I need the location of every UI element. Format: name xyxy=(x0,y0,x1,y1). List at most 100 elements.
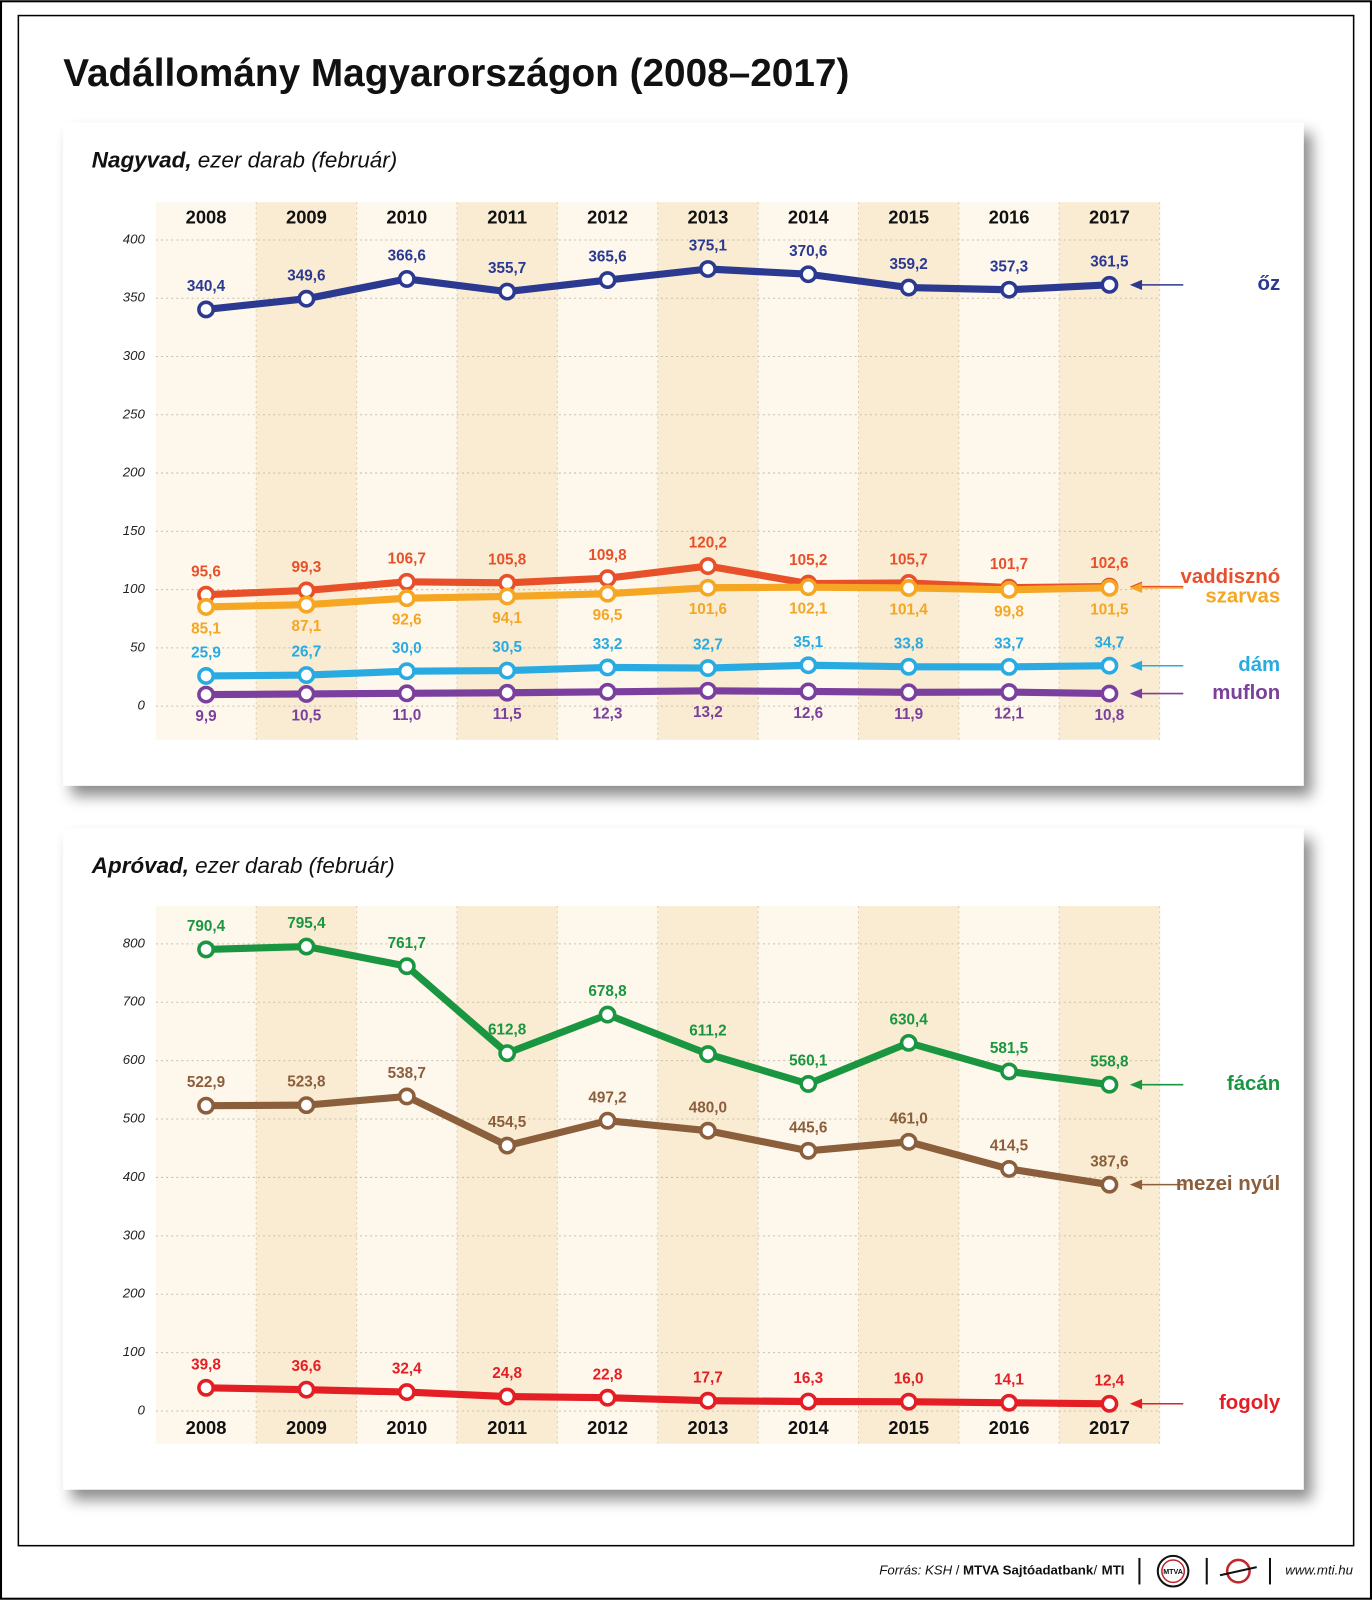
y-tick-label: 200 xyxy=(122,465,146,480)
column-band xyxy=(155,202,257,740)
point xyxy=(899,657,918,676)
value-label: 349,6 xyxy=(287,267,325,284)
value-label: 11,9 xyxy=(894,706,923,723)
legend-label: szarvas xyxy=(1205,585,1280,607)
value-label: 761,7 xyxy=(388,935,426,952)
point xyxy=(799,1392,818,1411)
point xyxy=(799,656,818,675)
point xyxy=(397,684,416,703)
point xyxy=(297,289,316,308)
point xyxy=(899,1392,918,1411)
column-band xyxy=(758,906,859,1444)
point xyxy=(1000,1393,1018,1412)
series-line xyxy=(205,942,1110,1089)
point xyxy=(598,682,617,701)
column-band xyxy=(155,906,257,1444)
value-label: 101,5 xyxy=(1090,601,1129,618)
point xyxy=(799,682,818,701)
chart-title: Nagyvad, xyxy=(92,147,192,172)
publisher: MTVA Sajtóadatbank xyxy=(963,1563,1094,1578)
legend-label: fogoly xyxy=(1219,1392,1281,1414)
y-tick-label: 350 xyxy=(123,290,146,305)
value-label: 25,9 xyxy=(191,645,221,662)
value-label: 99,8 xyxy=(994,603,1024,620)
point xyxy=(899,278,918,297)
value-label: 11,5 xyxy=(493,706,522,723)
legend-arrowhead xyxy=(1129,582,1143,593)
point xyxy=(297,1096,316,1115)
point xyxy=(397,1087,416,1106)
point xyxy=(1100,1394,1119,1413)
point xyxy=(799,265,818,284)
legend-arrowhead xyxy=(1129,1079,1143,1090)
point xyxy=(197,598,215,616)
point xyxy=(397,572,416,591)
value-label: 581,5 xyxy=(990,1040,1029,1057)
point xyxy=(899,683,918,702)
x-tick-label: 2011 xyxy=(487,206,527,227)
column-band xyxy=(356,202,457,740)
value-label: 105,2 xyxy=(789,552,827,569)
point xyxy=(498,661,517,680)
value-label: 560,1 xyxy=(789,1053,828,1070)
source: Forrás: KSH xyxy=(879,1563,952,1578)
value-label: 538,7 xyxy=(388,1065,426,1082)
value-label: 32,4 xyxy=(392,1361,422,1378)
point xyxy=(1100,275,1119,294)
value-label: 30,0 xyxy=(392,640,422,657)
point xyxy=(498,587,517,606)
point xyxy=(699,260,717,278)
point xyxy=(598,1388,617,1407)
value-label: 630,4 xyxy=(890,1011,929,1028)
point xyxy=(297,666,316,684)
value-label: 795,4 xyxy=(287,915,326,932)
value-label: 11,0 xyxy=(392,707,421,724)
x-tick-label: 2017 xyxy=(1089,1417,1130,1438)
value-label: 109,8 xyxy=(588,547,627,564)
y-tick-label: 500 xyxy=(123,1111,146,1126)
value-label: 611,2 xyxy=(689,1023,726,1040)
point xyxy=(1000,280,1018,299)
x-tick-label: 2009 xyxy=(286,1417,327,1438)
y-tick-label: 400 xyxy=(123,231,146,246)
point xyxy=(799,1141,818,1160)
y-tick-label: 700 xyxy=(123,994,146,1009)
point xyxy=(197,1096,215,1115)
value-label: 612,8 xyxy=(488,1022,527,1039)
point xyxy=(1100,656,1119,675)
column-band xyxy=(657,906,759,1444)
logo xyxy=(1161,1559,1186,1584)
value-label: 480,0 xyxy=(689,1099,727,1116)
point xyxy=(699,1045,717,1064)
x-tick-label: 2015 xyxy=(888,1417,929,1438)
value-label: 96,5 xyxy=(593,607,623,624)
point xyxy=(498,683,517,702)
point xyxy=(1100,1075,1119,1094)
value-label: 445,6 xyxy=(789,1119,827,1136)
y-tick-label: 100 xyxy=(123,581,146,596)
x-tick-label: 2013 xyxy=(688,206,729,227)
point xyxy=(1000,657,1018,676)
chart-subtitle: ezer darab (február) xyxy=(195,853,395,878)
column-band xyxy=(858,906,959,1444)
x-tick-label: 2010 xyxy=(386,1417,427,1438)
value-label: 361,5 xyxy=(1090,253,1129,270)
value-label: 359,2 xyxy=(890,256,928,273)
point xyxy=(297,937,316,956)
x-tick-label: 2008 xyxy=(186,1417,227,1438)
value-label: 357,3 xyxy=(990,258,1028,275)
value-label: 33,7 xyxy=(994,635,1024,652)
legend-label: muflon xyxy=(1212,682,1280,704)
logo-text: MTVA xyxy=(1163,1568,1183,1576)
value-label: 101,7 xyxy=(990,556,1028,573)
y-tick-label: 800 xyxy=(123,935,146,950)
column-band xyxy=(256,906,357,1444)
legend-arrowhead xyxy=(1129,1179,1143,1190)
value-label: 10,5 xyxy=(292,707,322,724)
point xyxy=(397,1383,416,1402)
value-label: 414,5 xyxy=(990,1138,1029,1155)
x-tick-label: 2010 xyxy=(386,206,427,227)
value-label: 32,7 xyxy=(693,637,723,654)
point xyxy=(397,662,416,681)
